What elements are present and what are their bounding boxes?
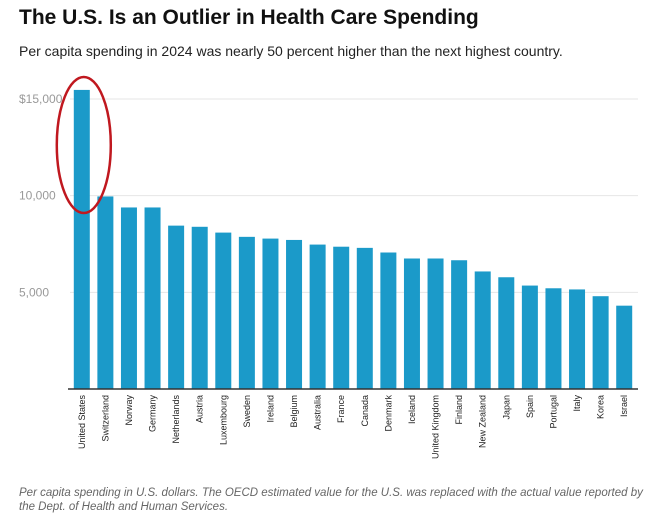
x-tick-label: Japan (501, 395, 511, 420)
y-tick-label: 10,000 (19, 189, 56, 203)
bar (333, 246, 350, 389)
x-tick-label: France (336, 395, 346, 423)
x-tick-label: Belgium (289, 395, 299, 428)
chart-subtitle: Per capita spending in 2024 was nearly 5… (19, 43, 563, 59)
x-tick-label: Israel (619, 395, 629, 417)
x-tick-label: Sweden (242, 395, 252, 428)
bar (286, 239, 303, 389)
y-tick-label: $15,000 (19, 92, 63, 106)
x-tick-label: Austria (195, 395, 205, 423)
bar (380, 252, 397, 389)
x-tick-label: Australia (313, 395, 323, 430)
bar (521, 285, 538, 389)
bar (545, 288, 562, 389)
x-tick-label: Canada (360, 395, 370, 427)
x-tick-label: United States (77, 395, 87, 450)
x-tick-label: Portugal (548, 395, 558, 429)
bar (356, 247, 373, 389)
x-tick-label: Korea (596, 395, 606, 419)
bar-chart: 5,000 10,000 $15,000 United States Switzerl… (19, 75, 638, 460)
x-tick-label: Finland (454, 395, 464, 425)
x-tick-label: Spain (525, 395, 535, 418)
x-tick-label: Norway (124, 395, 134, 426)
bar (616, 305, 633, 389)
bar (451, 260, 468, 389)
x-tick-label: Ireland (265, 395, 275, 423)
bar (427, 258, 444, 389)
chart-title: The U.S. Is an Outlier in Health Care Sp… (19, 6, 479, 29)
bar (144, 207, 161, 389)
bar (97, 196, 114, 389)
gridlines (70, 98, 638, 293)
x-tick-label: Luxembourg (218, 395, 228, 445)
bar (191, 226, 208, 389)
chart-note: Per capita spending in U.S. dollars. The… (19, 487, 643, 513)
bar (73, 89, 90, 389)
bar (120, 207, 137, 389)
bars (73, 89, 633, 389)
bar (262, 238, 279, 389)
x-tick-label: Iceland (407, 395, 417, 424)
x-tick-label: Denmark (383, 395, 393, 432)
bar (238, 236, 255, 389)
x-tick-label: Switzerland (100, 395, 110, 442)
highlight-ellipse (55, 75, 113, 215)
x-tick-label: Germany (148, 395, 158, 433)
bar (592, 296, 609, 389)
y-tick-label: 5,000 (19, 285, 49, 299)
bar (168, 225, 185, 389)
x-tick-label: New Zealand (478, 395, 488, 448)
bar (474, 271, 491, 389)
bar (569, 289, 586, 389)
x-tick-label: Netherlands (171, 395, 181, 444)
category-labels: United States Switzerland Norway Germany Net… (77, 395, 629, 460)
bar (498, 277, 515, 389)
x-tick-label: United Kingdom (431, 395, 441, 459)
x-tick-label: Italy (572, 395, 582, 412)
y-axis-ticks: 5,000 10,000 $15,000 (19, 92, 63, 299)
bar (403, 258, 420, 389)
bar (309, 244, 326, 389)
bar (215, 232, 232, 389)
